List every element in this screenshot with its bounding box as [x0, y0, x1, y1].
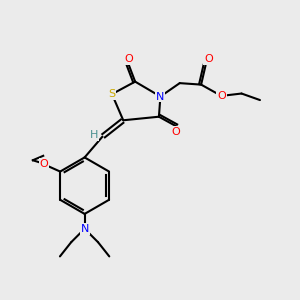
Text: S: S [108, 89, 116, 99]
Text: O: O [172, 127, 181, 137]
Text: O: O [217, 91, 226, 101]
Text: O: O [204, 54, 213, 64]
Text: N: N [156, 92, 165, 101]
Text: H: H [90, 130, 98, 140]
Text: N: N [80, 224, 89, 234]
Text: O: O [39, 159, 48, 169]
Text: O: O [124, 54, 133, 64]
